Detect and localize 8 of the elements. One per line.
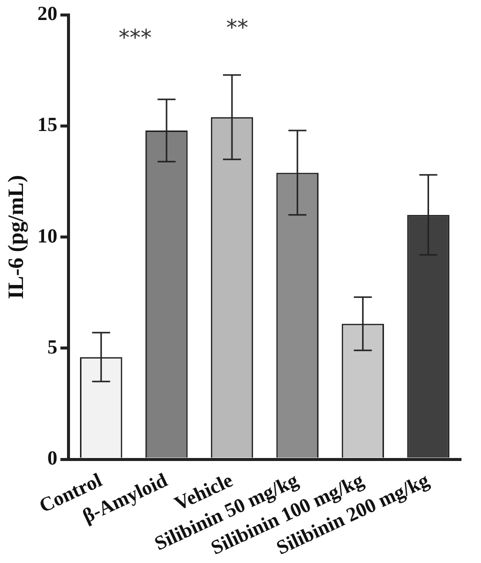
- y-tick-label: 0: [47, 447, 58, 470]
- y-tick-label: 5: [47, 336, 58, 358]
- y-tick-label: 20: [37, 3, 58, 26]
- annotation: **: [226, 16, 248, 41]
- y-tick-label: 10: [37, 225, 58, 248]
- y-axis-title: IL-6 (pg/mL): [2, 175, 28, 300]
- annotation: ***: [118, 26, 152, 51]
- y-tick-label: 15: [37, 114, 58, 136]
